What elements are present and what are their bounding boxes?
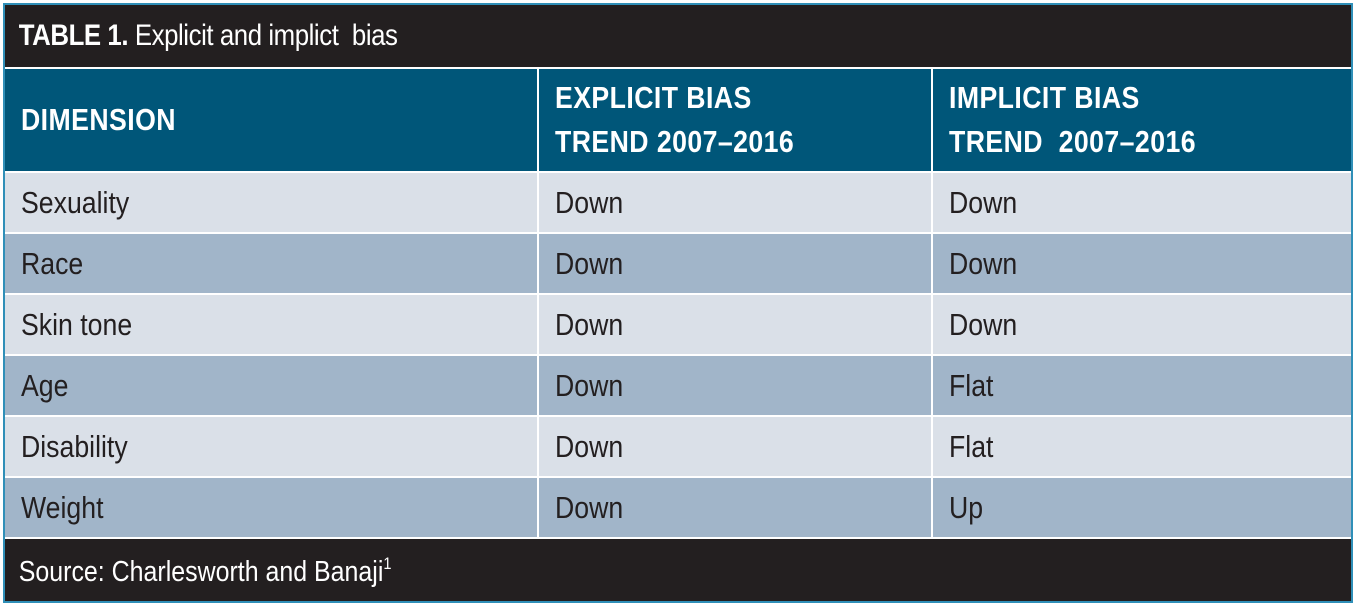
cell-text: Up (949, 489, 984, 525)
header-dimension: DIMENSION (5, 67, 539, 172)
cell-text: Down (555, 184, 624, 220)
cell-text: Down (949, 306, 1018, 342)
cell-implicit: Down (931, 293, 1351, 356)
cell-text: Down (949, 184, 1018, 220)
table-row: Skin tone Down Down (5, 293, 1351, 356)
table-row: Race Down Down (5, 232, 1351, 295)
bias-table: DIMENSION EXPLICIT BIAS TREND 2007–2016 … (5, 67, 1351, 539)
cell-text: Disability (21, 428, 128, 464)
table-row: Sexuality Down Down (5, 171, 1351, 234)
table-title-bar: TABLE 1. Explicit and implict bias (5, 5, 1351, 67)
footnote-marker: 1 (383, 553, 392, 573)
cell-text: Down (555, 367, 624, 403)
cell-text: Down (555, 489, 624, 525)
cell-text: Down (555, 306, 624, 342)
cell-implicit: Down (931, 232, 1351, 295)
table-number: TABLE 1. (18, 19, 129, 52)
cell-text: Weight (21, 489, 104, 525)
header-explicit-line-2: TREND 2007–2016 (555, 124, 795, 159)
cell-explicit: Down (537, 232, 933, 295)
cell-explicit: Down (537, 293, 933, 356)
cell-text: Race (21, 245, 84, 281)
table-row: Disability Down Flat (5, 415, 1351, 478)
cell-dimension: Skin tone (5, 293, 539, 356)
cell-implicit: Flat (931, 415, 1351, 478)
cell-text: Down (555, 428, 624, 464)
cell-text: Sexuality (21, 184, 130, 220)
header-implicit-line-2: TREND 2007–2016 (949, 124, 1196, 159)
cell-text: Down (949, 245, 1018, 281)
header-implicit-bias: IMPLICIT BIAS TREND 2007–2016 (931, 67, 1351, 172)
table-title: TABLE 1. Explicit and implict bias (5, 19, 398, 53)
table-row: Age Down Flat (5, 354, 1351, 417)
cell-explicit: Down (537, 354, 933, 417)
cell-implicit: Down (931, 171, 1351, 234)
table-header-row: DIMENSION EXPLICIT BIAS TREND 2007–2016 … (5, 67, 1351, 172)
source-note: Source: Charlesworth and Banaji1 (5, 554, 392, 589)
cell-text: Skin tone (21, 306, 133, 342)
header-dimension-line-1: DIMENSION (21, 102, 176, 137)
table-caption: Explicit and implict bias (134, 19, 398, 52)
table-row: Weight Down Up (5, 476, 1351, 539)
cell-text: Age (21, 367, 69, 403)
cell-explicit: Down (537, 415, 933, 478)
cell-implicit: Up (931, 476, 1351, 539)
cell-text: Flat (949, 367, 994, 403)
cell-dimension: Disability (5, 415, 539, 478)
header-explicit-line-1: EXPLICIT BIAS (555, 80, 752, 115)
cell-explicit: Down (537, 476, 933, 539)
cell-dimension: Race (5, 232, 539, 295)
cell-text: Flat (949, 428, 994, 464)
cell-implicit: Flat (931, 354, 1351, 417)
cell-explicit: Down (537, 171, 933, 234)
source-text: Source: Charlesworth and Banaji (18, 555, 384, 588)
cell-dimension: Age (5, 354, 539, 417)
cell-dimension: Weight (5, 476, 539, 539)
cell-text: Down (555, 245, 624, 281)
cell-dimension: Sexuality (5, 171, 539, 234)
header-implicit-line-1: IMPLICIT BIAS (949, 80, 1140, 115)
source-bar: Source: Charlesworth and Banaji1 (5, 541, 1351, 601)
header-explicit-bias: EXPLICIT BIAS TREND 2007–2016 (537, 67, 933, 172)
table-figure: TABLE 1. Explicit and implict bias DIMEN… (3, 3, 1353, 603)
